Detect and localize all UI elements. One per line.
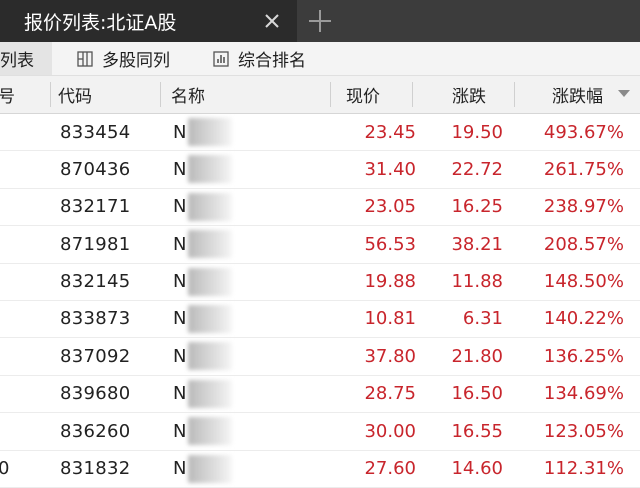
current-price: 31.40 <box>364 158 416 180</box>
bar-chart-icon <box>213 50 229 67</box>
column-divider[interactable] <box>160 82 161 107</box>
change-percent: 112.31% <box>543 458 624 480</box>
toolbar-list-button[interactable]: 列表 <box>0 42 52 75</box>
current-price: 56.53 <box>364 233 416 255</box>
table-row[interactable]: 839680 N 28.75 16.50 134.69% <box>0 376 640 414</box>
current-price: 23.05 <box>364 196 416 218</box>
current-price: 19.88 <box>364 271 416 293</box>
columns-icon <box>77 50 93 67</box>
column-header-code[interactable]: 代码 <box>58 87 92 107</box>
stock-name: N <box>173 458 187 480</box>
price-change: 22.72 <box>451 158 503 180</box>
price-change: 19.50 <box>451 121 503 143</box>
redacted-name <box>188 379 232 408</box>
change-percent: 261.75% <box>543 158 624 180</box>
change-percent: 136.25% <box>543 345 624 367</box>
stock-code: 833873 <box>60 308 131 330</box>
stock-code: 871981 <box>60 233 131 255</box>
table-row[interactable]: 832171 N 23.05 16.25 238.97% <box>0 189 640 227</box>
tab-title: 报价列表:北证A股 <box>24 11 177 34</box>
column-divider[interactable] <box>412 82 413 107</box>
quote-table: 833454 N 23.45 19.50 493.67% 870436 N 31… <box>0 114 640 488</box>
stock-code: 870436 <box>60 158 131 180</box>
column-header-change-pct[interactable]: 涨跌幅 <box>552 87 603 107</box>
price-change: 14.60 <box>451 458 503 480</box>
change-percent: 148.50% <box>543 271 624 293</box>
redacted-name <box>188 454 232 483</box>
change-percent: 140.22% <box>543 308 624 330</box>
column-divider[interactable] <box>514 82 515 107</box>
current-price: 28.75 <box>364 383 416 405</box>
row-index: 0 <box>0 458 10 480</box>
price-change: 16.55 <box>451 420 503 442</box>
redacted-name <box>188 267 232 296</box>
price-change: 16.25 <box>451 196 503 218</box>
stock-name: N <box>173 383 187 405</box>
table-row[interactable]: 870436 N 31.40 22.72 261.75% <box>0 151 640 189</box>
redacted-name <box>188 118 232 146</box>
toolbar: 列表 多股同列 综合排名 <box>0 42 640 76</box>
change-percent: 123.05% <box>543 420 624 442</box>
stock-code: 839680 <box>60 383 131 405</box>
column-header-index[interactable]: 号 <box>0 87 15 107</box>
table-row[interactable]: 871981 N 56.53 38.21 208.57% <box>0 226 640 264</box>
toolbar-ranking-label: 综合排名 <box>238 51 306 71</box>
current-price: 10.81 <box>364 308 416 330</box>
table-row[interactable]: 833454 N 23.45 19.50 493.67% <box>0 114 640 152</box>
table-row[interactable]: 833873 N 10.81 6.31 140.22% <box>0 301 640 339</box>
price-change: 21.80 <box>451 345 503 367</box>
stock-name: N <box>173 345 187 367</box>
stock-name: N <box>173 308 187 330</box>
stock-name: N <box>173 420 187 442</box>
stock-name: N <box>173 196 187 218</box>
toolbar-multi-stock-button[interactable]: 多股同列 <box>76 42 170 75</box>
column-divider[interactable] <box>50 82 51 107</box>
price-change: 6.31 <box>462 308 503 330</box>
stock-code: 831832 <box>60 458 131 480</box>
redacted-name <box>188 342 232 371</box>
change-percent: 493.67% <box>543 121 624 143</box>
column-header-price[interactable]: 现价 <box>346 87 380 107</box>
stock-code: 833454 <box>60 121 131 143</box>
stock-name: N <box>173 233 187 255</box>
redacted-name <box>188 304 232 333</box>
current-price: 27.60 <box>364 458 416 480</box>
column-header-change[interactable]: 涨跌 <box>452 87 486 107</box>
current-price: 30.00 <box>364 420 416 442</box>
stock-code: 836260 <box>60 420 131 442</box>
redacted-name <box>188 417 232 446</box>
toolbar-ranking-button[interactable]: 综合排名 <box>212 42 306 75</box>
table-header: 号 代码 名称 现价 涨跌 涨跌幅 <box>0 76 640 114</box>
stock-name: N <box>173 121 187 143</box>
price-change: 38.21 <box>451 233 503 255</box>
price-change: 11.88 <box>451 271 503 293</box>
current-price: 37.80 <box>364 345 416 367</box>
plus-icon[interactable] <box>306 7 334 35</box>
table-row[interactable]: 0 831832 N 27.60 14.60 112.31% <box>0 451 640 488</box>
toolbar-multi-stock-label: 多股同列 <box>102 51 170 71</box>
redacted-name <box>188 155 232 184</box>
table-row[interactable]: 836260 N 30.00 16.55 123.05% <box>0 413 640 451</box>
change-percent: 208.57% <box>543 233 624 255</box>
current-price: 23.45 <box>364 121 416 143</box>
stock-code: 832145 <box>60 271 131 293</box>
stock-code: 832171 <box>60 196 131 218</box>
close-icon[interactable] <box>261 10 283 32</box>
toolbar-list-label: 列表 <box>0 51 34 71</box>
tab-bar: 报价列表:北证A股 <box>0 0 640 42</box>
table-row[interactable]: 832145 N 19.88 11.88 148.50% <box>0 264 640 301</box>
tab-quote-list[interactable]: 报价列表:北证A股 <box>0 0 297 42</box>
sort-descending-icon[interactable] <box>618 90 630 97</box>
redacted-name <box>188 192 232 221</box>
column-header-name[interactable]: 名称 <box>171 87 205 107</box>
stock-code: 837092 <box>60 345 131 367</box>
price-change: 16.50 <box>451 383 503 405</box>
change-percent: 238.97% <box>543 196 624 218</box>
change-percent: 134.69% <box>543 383 624 405</box>
redacted-name <box>188 230 232 259</box>
table-row[interactable]: 837092 N 37.80 21.80 136.25% <box>0 338 640 376</box>
stock-name: N <box>173 158 187 180</box>
stock-name: N <box>173 271 187 293</box>
column-divider[interactable] <box>330 82 331 107</box>
